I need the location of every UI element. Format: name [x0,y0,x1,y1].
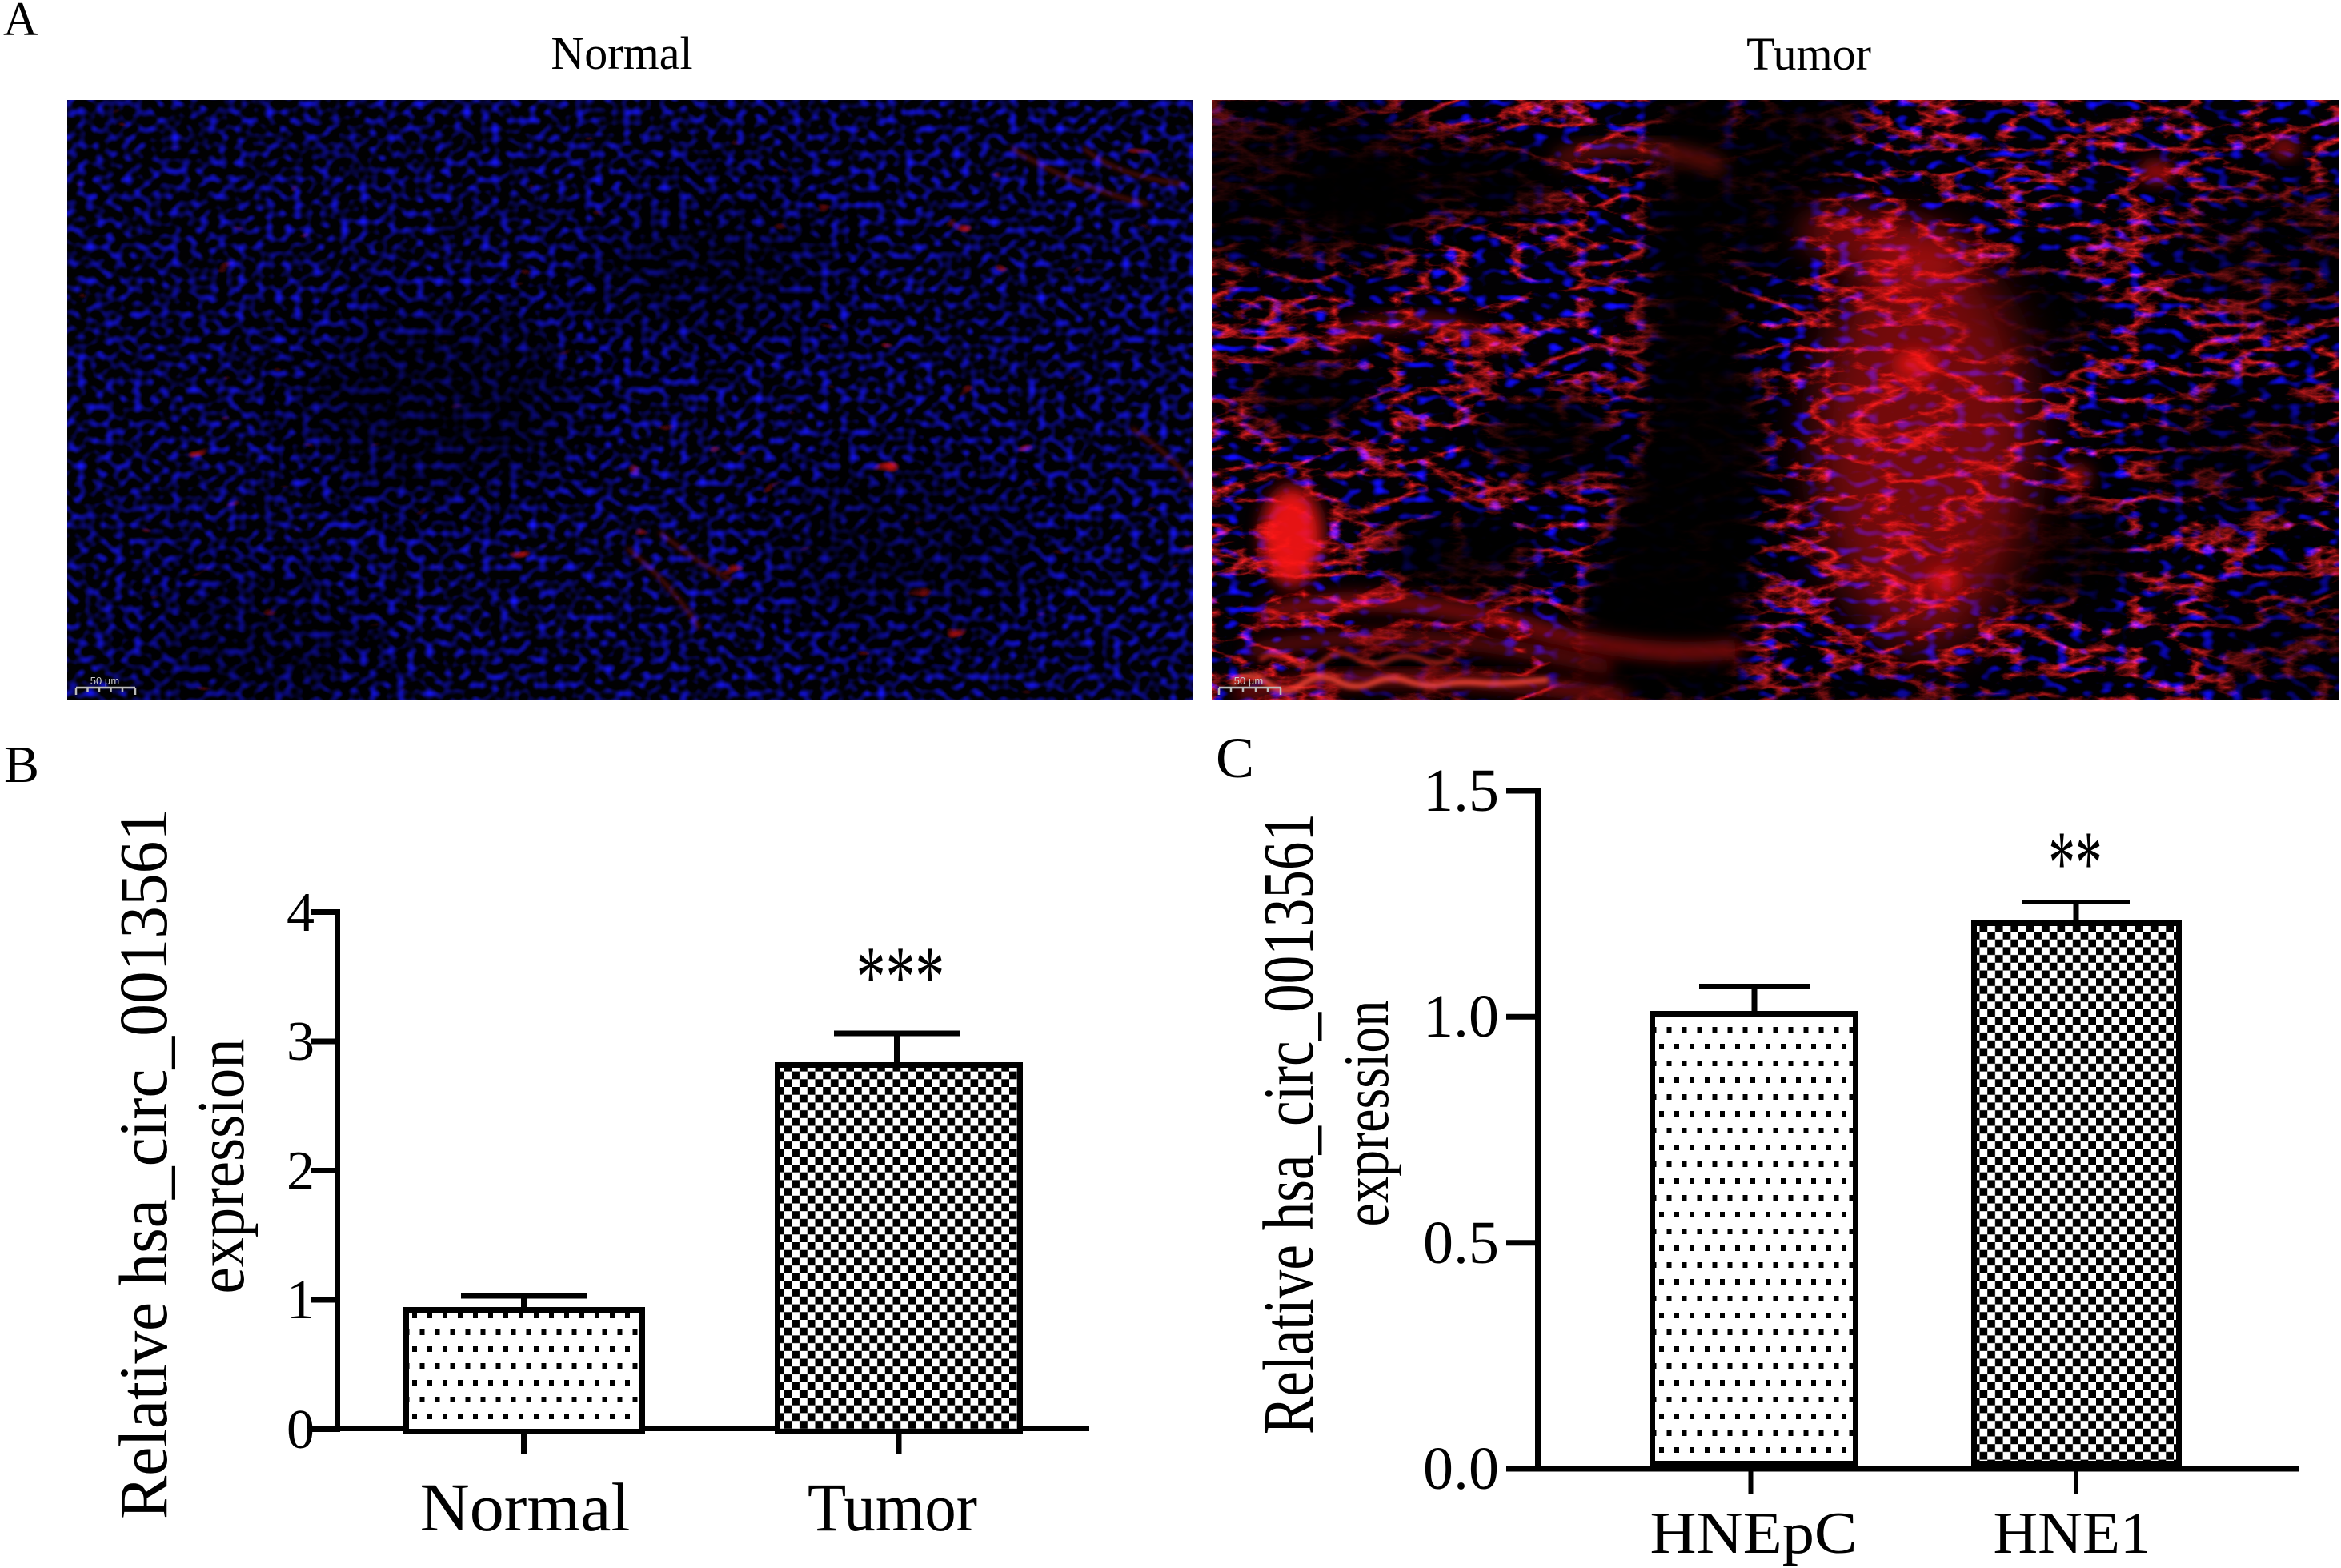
svg-text:A: A [3,0,38,46]
svg-text:4: 4 [287,882,315,944]
svg-text:50 µm: 50 µm [90,675,119,687]
svg-text:C: C [1216,726,1254,790]
svg-text:2: 2 [287,1141,315,1202]
svg-text:Tumor: Tumor [808,1469,977,1546]
svg-text:expression: expression [1332,1001,1402,1227]
svg-text:Normal: Normal [551,27,692,79]
svg-text:1.5: 1.5 [1423,757,1499,824]
svg-text:B: B [4,736,39,794]
svg-text:50 µm: 50 µm [1234,675,1263,687]
svg-text:HNEpC: HNEpC [1650,1501,1858,1566]
svg-text:1.0: 1.0 [1423,983,1499,1050]
svg-text:0.0: 0.0 [1423,1435,1499,1502]
svg-text:**: ** [2048,812,2102,914]
svg-text:Relative hsa_circ_0013561: Relative hsa_circ_0013561 [105,808,182,1519]
svg-text:0: 0 [287,1399,315,1461]
svg-text:0.5: 0.5 [1423,1209,1499,1277]
svg-text:Normal: Normal [420,1469,631,1546]
svg-text:1: 1 [287,1269,315,1331]
svg-text:HNE1: HNE1 [1994,1501,2151,1566]
svg-text:***: *** [856,929,944,1026]
svg-text:expression: expression [184,1039,259,1294]
svg-text:Tumor: Tumor [1746,28,1871,80]
svg-text:Relative hsa_circ_0013561: Relative hsa_circ_0013561 [1249,813,1329,1434]
svg-text:3: 3 [287,1011,315,1073]
